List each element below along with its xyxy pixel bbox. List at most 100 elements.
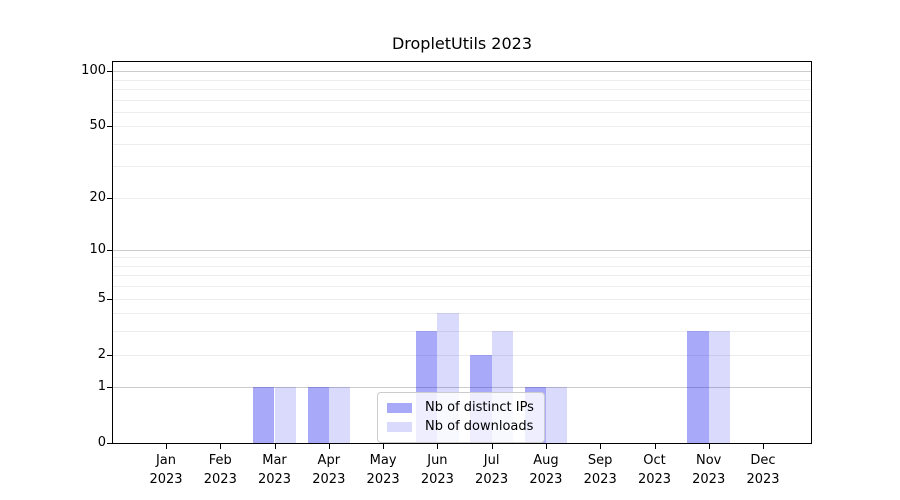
y-tick-mark xyxy=(107,387,112,389)
x-tick-mark xyxy=(220,444,222,449)
x-tick-year: 2023 xyxy=(420,472,454,487)
x-tick-label-sep: Sep 2023 xyxy=(570,451,630,489)
legend-swatch-downloads-icon xyxy=(387,421,412,432)
x-tick-year: 2023 xyxy=(149,472,183,487)
gridline-minor xyxy=(113,111,811,113)
legend-label-downloads: Nb of downloads xyxy=(425,419,534,434)
legend-item-downloads: Nb of downloads xyxy=(387,417,535,436)
x-tick-year: 2023 xyxy=(692,472,726,487)
y-tick-mark xyxy=(107,249,112,251)
bar-downloads-nov xyxy=(708,331,730,443)
y-tick-mark xyxy=(107,197,112,199)
gridline-minor xyxy=(113,354,811,356)
y-tick-mark xyxy=(107,126,112,128)
x-tick-year: 2023 xyxy=(257,472,292,487)
x-tick-mark xyxy=(166,444,167,449)
x-tick-month: Jan xyxy=(155,453,177,468)
x-tick-label-may: May 2023 xyxy=(353,451,413,489)
x-tick-mark xyxy=(600,444,602,449)
x-tick-mark xyxy=(491,444,493,449)
gridline-decade xyxy=(113,249,811,251)
bar-downloads-mar xyxy=(274,387,296,443)
x-tick-year: 2023 xyxy=(475,472,509,487)
x-tick-label-jun: Jun 2023 xyxy=(407,451,467,489)
x-tick-year: 2023 xyxy=(312,472,346,487)
x-tick-mark xyxy=(708,444,710,449)
gridline-minor xyxy=(113,143,811,145)
x-tick-year: 2023 xyxy=(637,472,672,487)
x-tick-month: Sep xyxy=(587,453,613,468)
x-tick-label-dec: Dec 2023 xyxy=(733,451,793,489)
x-tick-year: 2023 xyxy=(529,472,563,487)
gridline-minor xyxy=(113,286,811,288)
gridline-minor xyxy=(113,79,811,81)
legend-swatch-distinct-ips-icon xyxy=(387,402,412,413)
chart-title: DropletUtils 2023 xyxy=(391,34,533,53)
bar-downloads-aug xyxy=(545,387,568,443)
legend: Nb of distinct IPs Nb of downloads xyxy=(377,392,545,443)
gridline-minor xyxy=(113,99,811,101)
y-tick-label: 2 xyxy=(97,346,106,362)
x-tick-label-apr: Apr 2023 xyxy=(299,451,359,489)
plot-area: Nb of distinct IPs Nb of downloads xyxy=(112,61,812,444)
bar-distinct-ips-apr xyxy=(307,387,329,443)
x-tick-month: May xyxy=(369,453,397,468)
x-tick-month: Jul xyxy=(483,453,500,468)
gridline-minor xyxy=(113,126,811,128)
gridline-decade xyxy=(113,71,811,72)
y-tick-mark xyxy=(107,298,112,300)
gridline-minor xyxy=(113,197,811,199)
y-tick-label: 50 xyxy=(89,118,106,134)
x-tick-mark xyxy=(383,444,385,449)
y-tick-mark xyxy=(107,443,112,444)
x-tick-month: Dec xyxy=(750,453,776,468)
x-tick-mark xyxy=(545,444,547,449)
x-tick-year: 2023 xyxy=(203,472,237,487)
y-tick-label: 100 xyxy=(81,63,106,78)
x-tick-mark xyxy=(274,444,276,449)
gridline-minor xyxy=(113,298,811,300)
y-tick-label: 10 xyxy=(89,241,106,257)
y-tick-label: 0 xyxy=(97,435,106,450)
gridline-decade xyxy=(113,387,811,389)
x-tick-year: 2023 xyxy=(746,472,780,487)
x-tick-label-oct: Oct 2023 xyxy=(625,451,685,489)
gridline-minor xyxy=(113,257,811,259)
x-tick-month: Nov xyxy=(696,453,722,468)
x-tick-label-jan: Jan 2023 xyxy=(136,451,196,489)
x-tick-label-jul: Jul 2023 xyxy=(462,451,522,489)
x-tick-month: Mar xyxy=(262,453,287,468)
y-tick-label: 20 xyxy=(89,189,106,205)
bar-distinct-ips-mar xyxy=(253,387,275,443)
gridline-minor xyxy=(113,88,811,90)
bar-downloads-apr xyxy=(328,387,351,443)
x-tick-mark xyxy=(654,444,656,449)
x-tick-label-nov: Nov 2023 xyxy=(679,451,739,489)
y-tick-label: 5 xyxy=(97,290,106,306)
y-tick-mark xyxy=(107,354,112,356)
x-tick-year: 2023 xyxy=(366,472,400,487)
y-tick-mark xyxy=(107,71,112,72)
x-tick-label-feb: Feb 2023 xyxy=(190,451,250,489)
x-tick-month: Jun xyxy=(427,453,448,468)
x-tick-mark xyxy=(328,444,330,449)
x-tick-mark xyxy=(763,444,764,449)
x-tick-label-mar: Mar 2023 xyxy=(245,451,305,489)
gridline-minor xyxy=(113,265,811,267)
x-tick-mark xyxy=(437,444,439,449)
legend-label-distinct-ips: Nb of distinct IPs xyxy=(425,400,534,415)
y-tick-label: 1 xyxy=(97,379,106,395)
gridline-minor xyxy=(113,331,811,333)
bar-distinct-ips-nov xyxy=(687,331,709,443)
x-tick-month: Aug xyxy=(533,453,559,468)
x-tick-month: Feb xyxy=(208,453,232,468)
x-tick-month: Oct xyxy=(643,453,666,468)
gridline-minor xyxy=(113,275,811,277)
x-tick-month: Apr xyxy=(317,453,341,468)
x-tick-label-aug: Aug 2023 xyxy=(516,451,576,489)
gridline-minor xyxy=(113,313,811,315)
legend-item-distinct-ips: Nb of distinct IPs xyxy=(387,398,535,417)
x-tick-year: 2023 xyxy=(583,472,617,487)
gridline-minor xyxy=(113,166,811,168)
